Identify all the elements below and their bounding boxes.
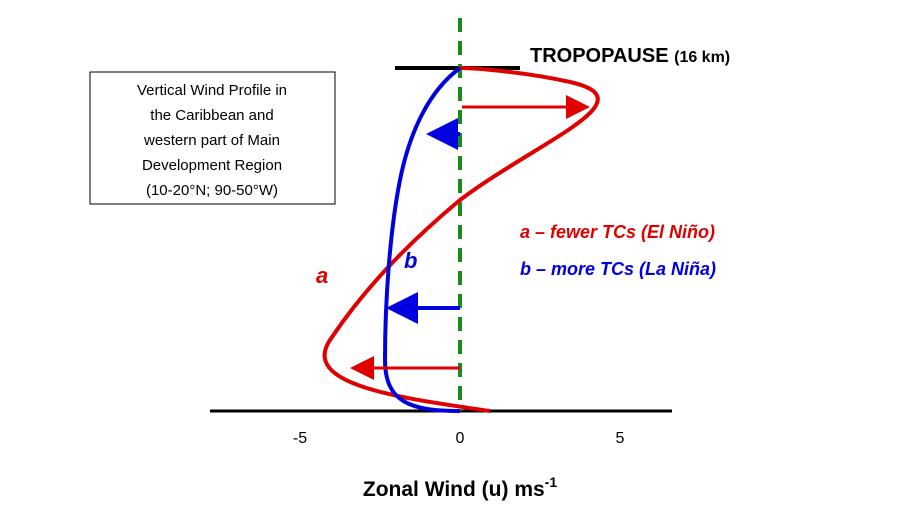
x-tick-label: 5 [616, 430, 625, 447]
x-tick-label: 0 [456, 430, 465, 447]
box-line: western part of Main [143, 132, 280, 149]
title: TROPOPAUSE (16 km) [530, 45, 730, 67]
box-line: (10-20°N; 90-50°W) [146, 182, 278, 199]
legend-b: b – more TCs (La Niña) [520, 259, 716, 279]
curve-label: a [316, 263, 328, 288]
curve-b [382, 66, 462, 413]
box-line: Vertical Wind Profile in [137, 82, 287, 99]
curve-a [322, 66, 600, 413]
legend-a: a – fewer TCs (El Niño) [520, 222, 715, 242]
curve-label: b [404, 248, 417, 273]
x-tick-label: -5 [293, 430, 307, 447]
info-box [89, 71, 336, 205]
axis-label: Zonal Wind (u) ms-1 [363, 474, 557, 501]
box-line: the Caribbean and [150, 107, 273, 124]
box-line: Development Region [142, 157, 282, 174]
